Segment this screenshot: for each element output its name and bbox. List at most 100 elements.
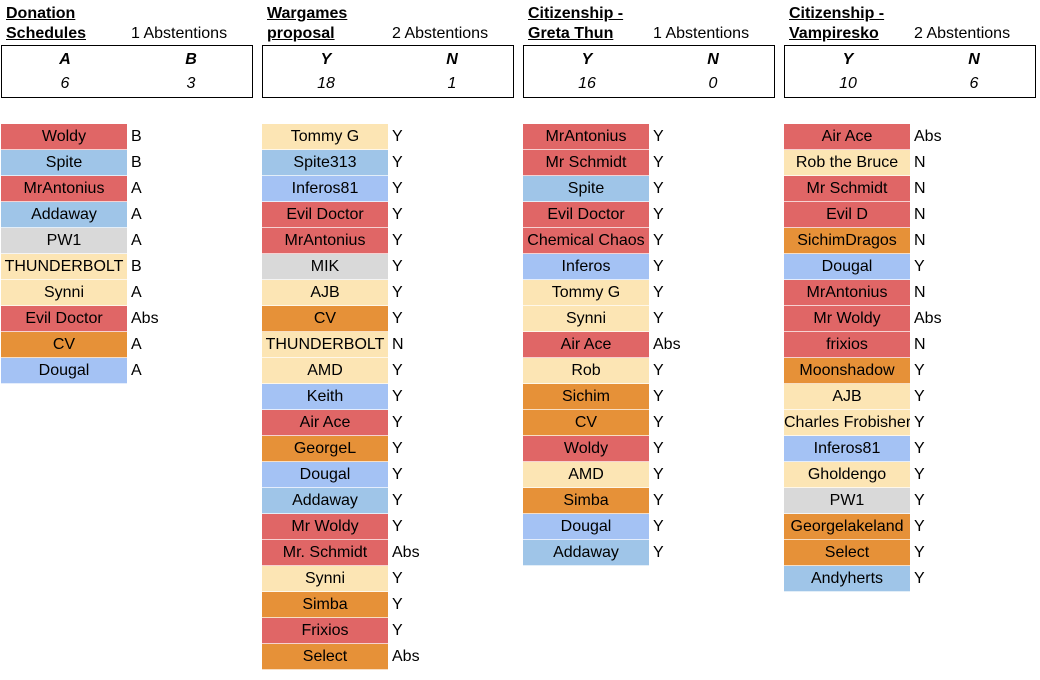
tally-count-left: 16 (578, 75, 596, 92)
voter-vote: Abs (914, 128, 942, 145)
voter-vote: A (131, 206, 142, 223)
voter-vote: Y (914, 362, 925, 379)
block-title: Citizenship - Vampiresko (789, 5, 885, 42)
voter-name: Synni (1, 280, 127, 306)
voter-row: Dougal A (1, 358, 260, 384)
voter-row: Rob Y (523, 358, 782, 384)
voter-name: Synni (262, 566, 388, 592)
voter-row: Mr Woldy Y (262, 514, 521, 540)
voter-vote: N (914, 180, 926, 197)
voter-name: Addaway (523, 540, 649, 566)
voter-name: PW1 (784, 488, 910, 514)
voter-list: Tommy G Y Spite313 Y Inferos81 Y Evil Doctor Y M… (262, 124, 521, 670)
voter-vote: Y (653, 180, 664, 197)
voter-name: THUNDERBOLT (262, 332, 388, 358)
voter-name: Air Ace (262, 410, 388, 436)
voter-vote: Abs (392, 544, 420, 561)
voter-row: MIK Y (262, 254, 521, 280)
voter-name: MrAntonius (523, 124, 649, 150)
voter-vote: Y (392, 440, 403, 457)
voter-name: Select (262, 644, 388, 670)
tally-option-left: Y (320, 51, 332, 68)
voter-vote: B (131, 128, 142, 145)
abstentions-count: 2 Abstentions (392, 25, 489, 42)
vote-block-citizenship-vampiresko: Citizenship - Vampiresko 2 Abstentions Y… (783, 0, 1040, 680)
voter-name: Georgelakeland (784, 514, 910, 540)
voter-row: Andyherts Y (784, 566, 1040, 592)
voter-row: Select Abs (262, 644, 521, 670)
voter-name: CV (1, 332, 127, 358)
voter-name: THUNDERBOLT (1, 254, 127, 280)
voter-vote: Y (392, 388, 403, 405)
voter-name: Dougal (262, 462, 388, 488)
voter-name: SichimDragos (784, 228, 910, 254)
tally-box: Y N 16 0 (523, 45, 775, 98)
voter-row: Inferos81 Y (262, 176, 521, 202)
voter-name: Inferos81 (784, 436, 910, 462)
vote-block-wargames-proposal: Wargames proposal 2 Abstentions Y N 18 1… (261, 0, 521, 680)
voter-vote: Y (653, 362, 664, 379)
tally-count-right: 0 (708, 75, 718, 92)
voter-vote: A (131, 336, 142, 353)
voter-name: MrAntonius (262, 228, 388, 254)
voter-vote: N (392, 336, 404, 353)
voter-row: Keith Y (262, 384, 521, 410)
voter-row: Woldy B (1, 124, 260, 150)
voter-row: Rob the Bruce N (784, 150, 1040, 176)
voter-name: MIK (262, 254, 388, 280)
voter-name: Moonshadow (784, 358, 910, 384)
voter-name: Mr Woldy (784, 306, 910, 332)
voter-vote: Y (914, 414, 925, 431)
voter-name: Rob (523, 358, 649, 384)
voter-vote: Y (653, 206, 664, 223)
voter-name: Air Ace (523, 332, 649, 358)
abstentions-count: 1 Abstentions (653, 25, 750, 42)
abstentions-count: 2 Abstentions (914, 25, 1011, 42)
voter-name: Spite313 (262, 150, 388, 176)
voter-row: Spite313 Y (262, 150, 521, 176)
voter-name: CV (262, 306, 388, 332)
voter-vote: Y (392, 466, 403, 483)
tally-option-left: Y (581, 51, 593, 68)
voter-vote: Y (392, 310, 403, 327)
voter-vote: Y (392, 258, 403, 275)
tally-count-right: 3 (186, 75, 196, 92)
voter-name: Evil Doctor (1, 306, 127, 332)
voter-row: PW1 A (1, 228, 260, 254)
voter-row: Inferos81 Y (784, 436, 1040, 462)
voter-vote: Abs (653, 336, 681, 353)
voter-row: Evil Doctor Y (262, 202, 521, 228)
voter-vote: Y (392, 154, 403, 171)
voter-row: Frixios Y (262, 618, 521, 644)
voter-vote: Y (392, 492, 403, 509)
voter-vote: A (131, 180, 142, 197)
tally-option-left: A (59, 51, 71, 68)
voter-row: Synni Y (523, 306, 782, 332)
voter-name: Keith (262, 384, 388, 410)
voter-vote: Y (653, 284, 664, 301)
voter-row: Simba Y (262, 592, 521, 618)
voter-name: Spite (523, 176, 649, 202)
voter-name: Andyherts (784, 566, 910, 592)
voter-name: MrAntonius (1, 176, 127, 202)
voter-name: Gholdengo (784, 462, 910, 488)
voter-vote: Y (653, 232, 664, 249)
voter-vote: N (914, 206, 926, 223)
voter-vote: Y (392, 206, 403, 223)
voter-row: Spite B (1, 150, 260, 176)
voter-row: AMD Y (523, 462, 782, 488)
voter-vote: Y (653, 128, 664, 145)
voter-row: GeorgeL Y (262, 436, 521, 462)
voter-name: Simba (262, 592, 388, 618)
voter-vote: Abs (131, 310, 159, 327)
voter-row: AJB Y (784, 384, 1040, 410)
voter-row: Air Ace Abs (784, 124, 1040, 150)
voter-row: MrAntonius Y (523, 124, 782, 150)
voter-vote: Y (914, 440, 925, 457)
voter-name: Simba (523, 488, 649, 514)
voter-row: Dougal Y (523, 514, 782, 540)
voter-row: AMD Y (262, 358, 521, 384)
voter-name: Mr. Schmidt (262, 540, 388, 566)
